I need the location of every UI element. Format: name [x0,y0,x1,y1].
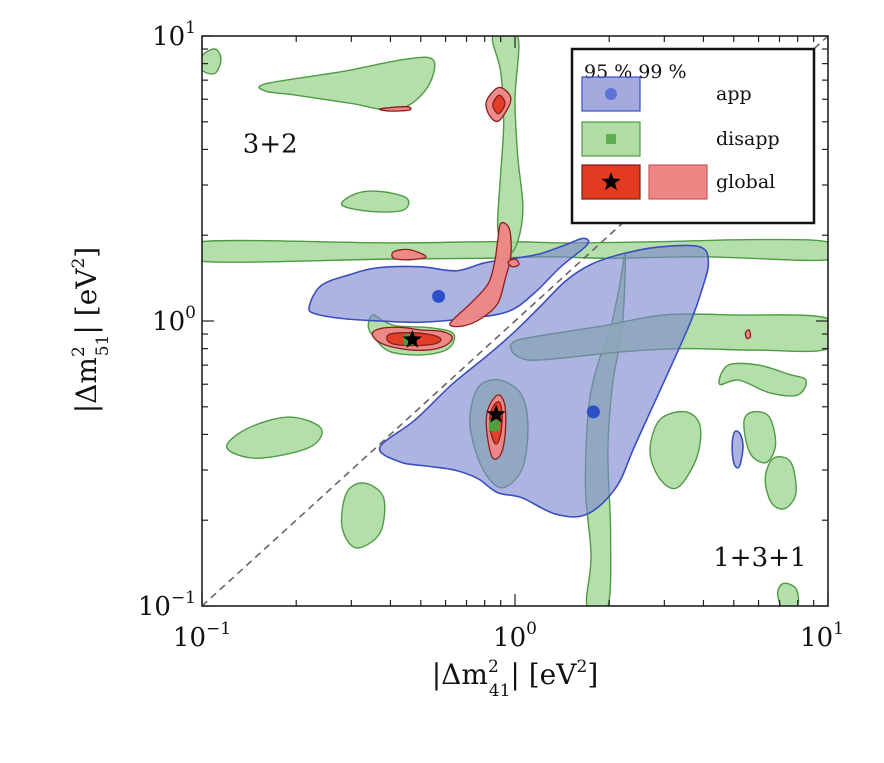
diagonal-dashed-line [202,36,828,606]
global-99-region-10 [744,329,752,340]
app-regions [308,237,744,518]
disapp-region-11 [226,416,323,459]
x-axis-title: |Δm2 41| [eV2] [432,657,599,701]
global-best-fit-star-0 [402,329,422,348]
x-tick-label: 101 [800,619,844,653]
disapp-best-fit-point-1 [488,419,500,431]
x-tick-label: 100 [493,619,537,653]
legend-swatch-disapp [581,121,641,157]
x-tick-label: 10−1 [173,619,231,653]
disapp-region-14 [776,582,800,606]
global-95-region-5 [492,94,506,115]
y-axis-title: |Δm2 51| [eV2] [69,247,113,414]
legend-square-icon [606,134,616,144]
legend-label-disapp: disapp [716,128,780,150]
app-region-0 [308,237,590,324]
app-best-fit-point-1 [586,405,600,419]
disapp-region-7 [649,410,702,490]
legend-label-global: global [716,171,775,193]
legend-star-icon [601,172,621,191]
global-99-region-6 [449,222,512,328]
y-tick-label: 100 [152,303,196,337]
y-tick-label: 101 [152,18,196,52]
app-region-1 [378,244,710,518]
global-99-region-7 [391,248,427,261]
disapp-region-10 [764,456,797,510]
disapp-region-1 [491,36,524,257]
region-label-3plus2: 3+2 [243,130,298,160]
axis-tick-labels: 10−1 100 101 10−1 100 101 [138,18,844,653]
disapp-region-8 [718,362,807,397]
app-best-fit-point-0 [432,289,446,303]
legend-entry-disapp: disapp [581,121,780,157]
legend-entry-global: global [581,164,775,200]
axis-ticks [201,35,829,607]
y-tick-label: 10−1 [138,588,196,622]
disapp-region-9 [743,410,777,464]
disapp-region-15 [202,48,222,75]
global-99-region-8 [378,106,412,112]
legend-entry-app: app [581,76,752,112]
legend-label-app: app [716,83,752,105]
legend-entries: app disapp global [581,76,780,200]
region-label-1plus3plus1: 1+3+1 [713,543,806,573]
region-annotations: 3+2 1+3+1 [243,130,807,574]
legend-swatch-99 [648,164,708,200]
legend-circle-icon [605,88,617,100]
disapp-region-3 [258,56,436,112]
global-best-fit-star-1 [486,404,506,423]
disapp-region-13 [340,190,410,213]
global-99-region-9 [507,258,520,268]
best-fit-markers [402,289,600,431]
plot-area [202,36,828,606]
app-region-2 [731,430,744,469]
disapp-region-12 [340,482,386,549]
